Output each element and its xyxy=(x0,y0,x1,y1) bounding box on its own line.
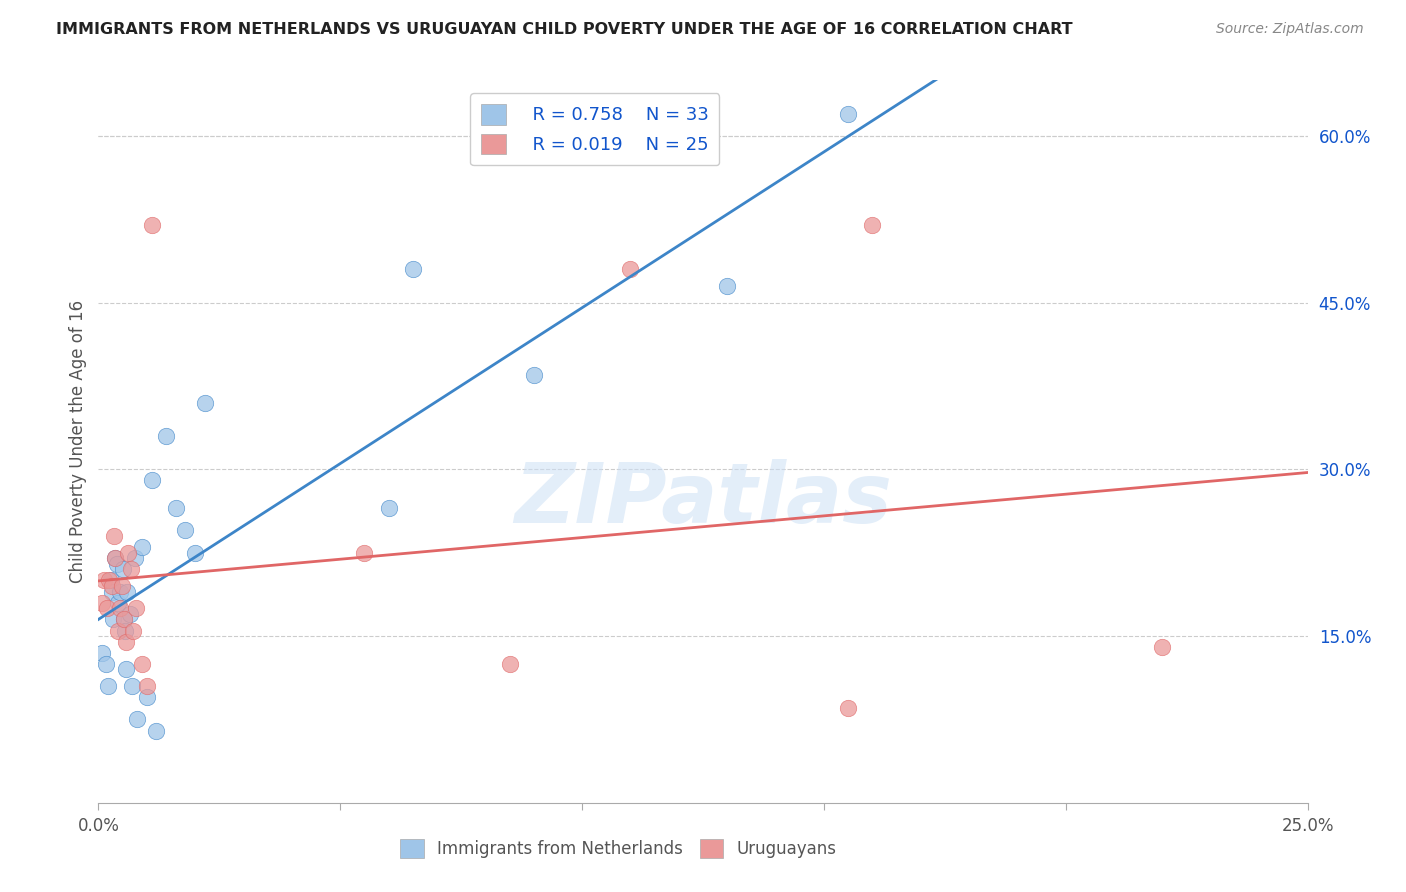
Point xyxy=(118,607,141,621)
Point xyxy=(124,551,146,566)
Point xyxy=(131,657,153,671)
Point xyxy=(155,429,177,443)
Point xyxy=(108,601,131,615)
Point xyxy=(115,662,138,676)
Point xyxy=(111,562,134,576)
Point xyxy=(121,679,143,693)
Point xyxy=(125,601,148,615)
Point xyxy=(523,368,546,382)
Point xyxy=(112,612,135,626)
Point xyxy=(860,218,883,232)
Point xyxy=(111,579,134,593)
Text: Source: ZipAtlas.com: Source: ZipAtlas.com xyxy=(1216,22,1364,37)
Point xyxy=(135,690,157,705)
Point xyxy=(98,574,121,588)
Point xyxy=(141,218,163,232)
Point xyxy=(353,546,375,560)
Point xyxy=(107,624,129,638)
Point xyxy=(619,262,641,277)
Point xyxy=(96,601,118,615)
Legend: Immigrants from Netherlands, Uruguayans: Immigrants from Netherlands, Uruguayans xyxy=(392,830,845,867)
Point xyxy=(97,679,120,693)
Point xyxy=(91,596,114,610)
Point xyxy=(174,524,197,538)
Point xyxy=(101,579,124,593)
Point xyxy=(94,657,117,671)
Point xyxy=(91,646,114,660)
Point xyxy=(837,701,859,715)
Y-axis label: Child Poverty Under the Age of 16: Child Poverty Under the Age of 16 xyxy=(69,300,87,583)
Point xyxy=(100,574,122,588)
Point xyxy=(115,634,138,648)
Point xyxy=(498,657,520,671)
Point xyxy=(122,624,145,638)
Point xyxy=(101,584,124,599)
Point xyxy=(103,529,125,543)
Point xyxy=(127,713,149,727)
Point xyxy=(104,551,127,566)
Point xyxy=(131,540,153,554)
Point xyxy=(184,546,207,560)
Point xyxy=(194,395,217,409)
Point xyxy=(105,557,128,571)
Point xyxy=(107,596,129,610)
Point xyxy=(114,624,136,638)
Point xyxy=(145,723,167,738)
Point xyxy=(101,612,124,626)
Point xyxy=(837,106,859,120)
Text: IMMIGRANTS FROM NETHERLANDS VS URUGUAYAN CHILD POVERTY UNDER THE AGE OF 16 CORRE: IMMIGRANTS FROM NETHERLANDS VS URUGUAYAN… xyxy=(56,22,1073,37)
Point xyxy=(141,474,163,488)
Point xyxy=(112,612,135,626)
Point xyxy=(117,546,139,560)
Point xyxy=(104,551,127,566)
Point xyxy=(120,562,142,576)
Point xyxy=(135,679,157,693)
Point xyxy=(716,279,738,293)
Point xyxy=(108,584,131,599)
Point xyxy=(377,501,399,516)
Point xyxy=(93,574,115,588)
Point xyxy=(165,501,187,516)
Point xyxy=(117,584,139,599)
Point xyxy=(402,262,425,277)
Text: ZIPatlas: ZIPatlas xyxy=(515,458,891,540)
Point xyxy=(1152,640,1174,655)
